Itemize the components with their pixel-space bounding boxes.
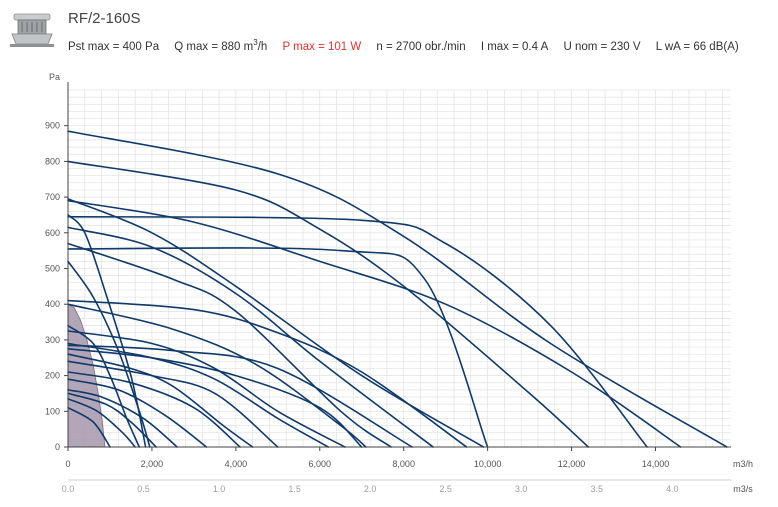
y-tick-label: 500	[45, 264, 60, 274]
x2-tick-label: 0.0	[62, 484, 75, 494]
fan-curve-2	[67, 160, 590, 448]
fan-curve-21	[67, 398, 136, 448]
y-tick-label: 200	[45, 371, 60, 381]
fan-curve-9	[67, 299, 468, 448]
fan-curve-17	[67, 371, 241, 448]
spec-airflow-sup: 3	[253, 38, 258, 47]
grid	[67, 89, 731, 448]
x-tick-label: 2,000	[141, 459, 164, 469]
fan-curve-14	[67, 348, 363, 448]
fan-curve-1	[67, 130, 728, 448]
x2-tick-label: 2.0	[364, 484, 377, 494]
fan-curve-24	[67, 260, 151, 448]
highlight-fan-area	[67, 303, 106, 448]
spec-airflow-unit: /h	[257, 40, 268, 53]
spec-noise: L wA = 66 dB(A)	[655, 40, 739, 53]
y-tick-label: 0	[55, 442, 60, 452]
y-tick-label: 900	[45, 121, 60, 131]
fan-curve-15	[67, 353, 254, 448]
x-tick-label: 4,000	[225, 459, 248, 469]
fan-curve-22	[67, 406, 111, 448]
fan-curve-25	[67, 324, 141, 448]
spec-current: I max = 0.4 A	[480, 40, 549, 53]
fan-curve-chart: 0 100 200 300 400 500 600 700 800 900 Pa 0 2,000 4,00…	[45, 72, 753, 494]
y-tick-label: 600	[45, 228, 60, 238]
fan-curve-12	[67, 342, 329, 448]
fan-curve-16	[67, 360, 279, 448]
spec-line: Pst max = 400 Pa Q max = 880 m3/h P max …	[68, 38, 751, 53]
spec-voltage: U nom = 230 V	[563, 40, 641, 53]
product-title: RF/2-160S	[68, 10, 141, 27]
spec-airflow: Q max = 880 m3/h	[174, 38, 268, 53]
fan-curve-7	[67, 226, 434, 448]
fan-curve-8	[67, 242, 392, 448]
y-tick-label: 300	[45, 335, 60, 345]
x-tick-label: 12,000	[558, 459, 586, 469]
x-tick-label: 10,000	[474, 459, 502, 469]
x2-tick-label: 4.0	[666, 484, 679, 494]
roof-fan-icon	[10, 13, 54, 47]
x-tick-label: 14,000	[642, 459, 670, 469]
fan-curve-13	[67, 344, 413, 448]
fan-curve-23	[67, 214, 147, 448]
x2-tick-label: 3.5	[590, 484, 603, 494]
spec-pressure: Pst max = 400 Pa	[68, 40, 160, 53]
y-tick-label: 400	[45, 299, 60, 309]
spec-speed: n = 2700 obr./min	[376, 40, 466, 53]
spec-airflow-text: Q max = 880 m	[174, 40, 254, 53]
fan-curve-3	[67, 199, 682, 448]
axes: 0 100 200 300 400 500 600 700 800 900 Pa 0 2,000 4,00…	[45, 72, 753, 494]
fan-curve-5	[67, 247, 489, 448]
x-tick-label: 0	[65, 459, 70, 469]
y-tick-label: 700	[45, 192, 60, 202]
x-tick-label: 8,000	[392, 459, 415, 469]
x2-tick-label: 3.0	[515, 484, 528, 494]
y-tick-label: 100	[45, 406, 60, 416]
fan-curve-20	[67, 392, 157, 448]
x2-tick-label: 1.5	[288, 484, 301, 494]
x2-tick-label: 2.5	[439, 484, 452, 494]
curve-series	[67, 130, 728, 448]
y-axis-unit: Pa	[49, 72, 60, 82]
product-header: RF/2-160S Pst max = 400 Pa Q max = 880 m…	[0, 0, 778, 58]
spec-power: P max = 101 W	[282, 40, 362, 53]
x-tick-label: 6,000	[309, 459, 332, 469]
y-tick-label: 800	[45, 156, 60, 166]
fan-curve-18	[67, 378, 208, 448]
highlight-area	[67, 303, 106, 448]
x2-tick-label: 1.0	[213, 484, 226, 494]
x2-axis-unit: m3/s	[733, 484, 753, 494]
x-axis-unit: m3/h	[733, 459, 753, 469]
x2-tick-label: 0.5	[137, 484, 150, 494]
fan-curve-4	[67, 215, 648, 448]
